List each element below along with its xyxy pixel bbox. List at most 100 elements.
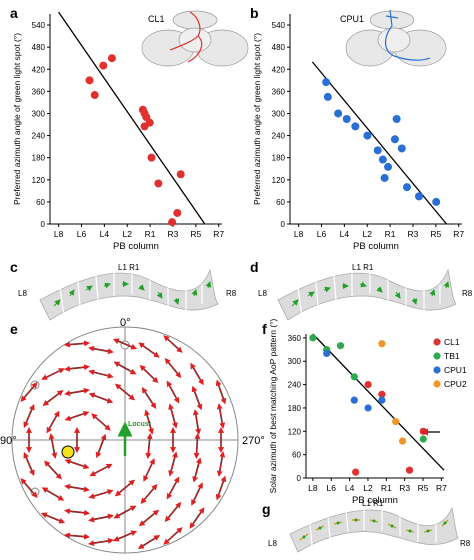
- chart-b-point: [373, 146, 382, 155]
- polar-arrow: [41, 487, 54, 495]
- brain-inset-a: [141, 10, 249, 67]
- chart-b-y-tick-label: 240: [272, 132, 286, 141]
- polar-arrow: [171, 415, 178, 429]
- chart-b-x-axis-label: PB column: [353, 241, 399, 252]
- chart-a: 0 60 120 180 240 300 360 420 480 540 L8 L6 L4 L2 R1 R3 R…: [12, 11, 224, 252]
- polar-arrow: [64, 483, 78, 490]
- chart-a-y-tick-label: 120: [32, 176, 46, 185]
- polar-arrow: [166, 487, 174, 500]
- polar-arrow: [190, 362, 198, 375]
- polar-arrow: [194, 432, 201, 447]
- polar-arrow: [51, 445, 58, 459]
- legend-label-tb1: TB1: [444, 351, 460, 361]
- chart-a-y-tick-label: 60: [36, 198, 45, 207]
- polar-arrow: [138, 342, 150, 351]
- chart-b: 0 60 120 180 240 300 360 420 480 540 L8 L6 L4 L2 R1 R3 R…: [252, 14, 464, 252]
- polar-arrow: [148, 535, 161, 543]
- polar-arrow: [112, 535, 126, 542]
- polar-arrow: [124, 530, 138, 537]
- chart-f-x-tick-label: R7: [436, 483, 447, 493]
- polar-arrow: [76, 533, 91, 540]
- chart-f-y-tick-label: 0: [297, 474, 302, 483]
- schematic-g-center: L1 R1: [362, 499, 384, 508]
- polar-arrow: [148, 349, 160, 358]
- chart-b-point: [392, 115, 401, 123]
- polar-arrow: [148, 458, 155, 471]
- schematic-g-right: R8: [460, 539, 471, 548]
- polar-arrow: [28, 463, 35, 477]
- polar-arrow: [91, 413, 102, 423]
- chart-a-point: [145, 118, 154, 127]
- polar-arrow: [48, 433, 55, 447]
- polar-arrow: [42, 397, 54, 406]
- chart-f-x-tick-label: L4: [345, 483, 355, 493]
- chart-b-point: [402, 183, 411, 192]
- polar-arrow: [76, 364, 91, 371]
- chart-b-point: [342, 115, 351, 123]
- polar-arrow: [163, 335, 174, 345]
- polar-arrow: [40, 512, 54, 519]
- schematic-g-left: L8: [268, 539, 277, 548]
- polar-plot-e: 0° 90° 270° Locust: [0, 317, 265, 554]
- chart-f-y-tick-label: 120: [288, 427, 302, 436]
- chart-f-point-cpu2: [392, 417, 400, 426]
- polar-arrow: [140, 493, 150, 505]
- polar-arrow: [164, 357, 174, 369]
- chart-a-x-tick-label: L6: [77, 229, 87, 239]
- chart-f-y-tick-label: 300: [288, 357, 302, 366]
- polar-arrow: [124, 391, 136, 401]
- chart-b-y-tick-label: 480: [272, 43, 286, 52]
- chart-f-x-tick-label: L6: [327, 483, 337, 493]
- polar-arrow: [219, 415, 226, 429]
- polar-arrow: [220, 391, 227, 405]
- polar-arrow: [112, 338, 126, 345]
- chart-b-y-tick-label: 420: [272, 65, 286, 74]
- polar-arrow: [148, 421, 154, 435]
- polar-arrow: [95, 445, 102, 459]
- chart-f-point-cpu1: [378, 396, 386, 404]
- chart-f-point-cpu1: [350, 396, 358, 404]
- legend-marker-cpu1: [433, 366, 441, 374]
- chart-b-y-tick-label: 60: [276, 198, 285, 207]
- pb-schematic-g: L8 L1 R1 R8: [268, 499, 471, 553]
- panel-label-a: a: [10, 5, 18, 21]
- polar-arrow: [192, 409, 199, 423]
- polar-arrow: [114, 383, 126, 393]
- chart-b-x-tick-label: L4: [340, 229, 350, 239]
- polar-left-label: 90°: [0, 435, 17, 447]
- chart-f-y-tick-label: 360: [288, 334, 302, 343]
- chart-b-point: [334, 109, 343, 118]
- polar-arrow: [196, 507, 205, 519]
- chart-b-x-tick-label: R1: [385, 229, 396, 239]
- polar-arrow: [23, 415, 30, 429]
- polar-arrow: [28, 487, 38, 498]
- inset-label-a: CL1: [148, 14, 165, 24]
- panel-label-e: e: [10, 321, 18, 337]
- polar-arrow: [41, 373, 54, 380]
- chart-a-y-axis-label: Preferred azimuth angle of green light s…: [12, 33, 22, 205]
- chart-f-fit-line: [312, 333, 445, 471]
- polar-arrow: [63, 341, 78, 348]
- legend-marker-cl1: [433, 338, 441, 346]
- polar-arrow: [52, 368, 65, 375]
- polar-arrow: [76, 463, 90, 470]
- polar-center-label: Locust: [128, 421, 152, 428]
- polar-arrow: [44, 460, 54, 471]
- polar-arrow: [168, 403, 175, 417]
- polar-arrow: [88, 540, 102, 547]
- chart-a-point: [154, 179, 163, 188]
- chart-a-x-tick-label: R5: [190, 229, 201, 239]
- chart-b-point: [380, 173, 389, 182]
- chart-f: 0 60 120 180 240 300 360 L8 L6 L4 L2 R1 R3 R5 R7 PB col…: [268, 318, 467, 506]
- legend-label-cpu1: CPU1: [444, 365, 467, 375]
- polar-arrow: [192, 469, 199, 483]
- chart-a-y-tick-label: 360: [32, 87, 46, 96]
- polar-arrow: [88, 493, 102, 499]
- chart-a-point: [173, 208, 182, 217]
- chart-a-y-tick-label: 240: [32, 132, 46, 141]
- schematic-c-left: L8: [18, 289, 27, 298]
- chart-a-y-tick-label: 300: [32, 109, 46, 118]
- chart-f-point-tb1: [419, 435, 427, 443]
- chart-b-y-tick-label: 360: [272, 87, 286, 96]
- polar-arrow: [23, 451, 30, 465]
